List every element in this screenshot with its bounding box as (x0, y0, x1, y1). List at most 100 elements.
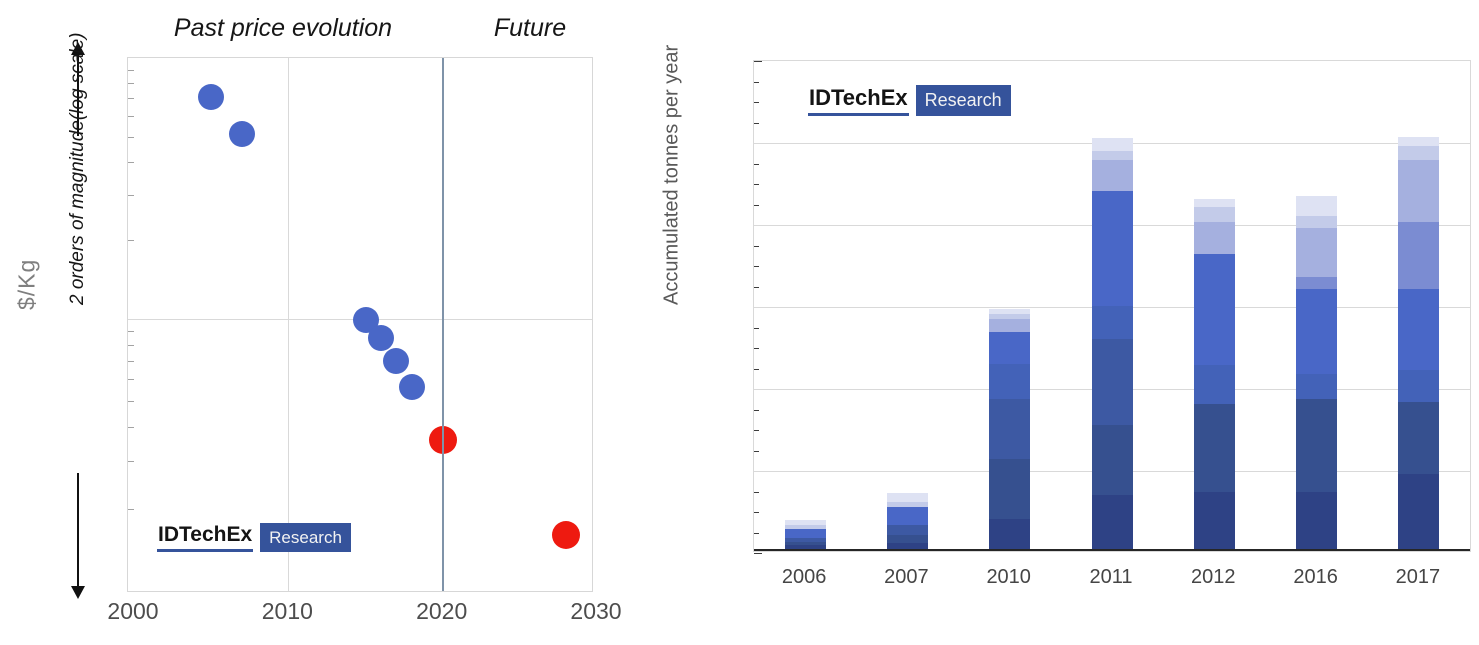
bar-segment (1398, 402, 1440, 475)
bar-segment (1193, 364, 1235, 404)
x-tick-label: 2016 (1293, 566, 1338, 588)
y-axis-minor-tick (128, 69, 134, 71)
bar-segment (1296, 228, 1338, 277)
scatter-plot-area: IDTechEx Research (127, 57, 593, 592)
y-axis-minor-tick (128, 98, 134, 100)
bar-segment (1091, 160, 1133, 191)
idtechex-logo: IDTechEx Research (808, 85, 1011, 116)
bar-segment (1193, 253, 1235, 365)
arrow-line-bottom (77, 473, 79, 586)
y-axis-minor-tick (754, 163, 759, 165)
bar-segment (1193, 198, 1235, 208)
x-tick-label: 2006 (781, 566, 827, 588)
bar-segment (1296, 398, 1338, 492)
bar-segment (784, 541, 826, 545)
y-axis-minor-tick (128, 161, 134, 163)
stacked-bar-2012 (1193, 198, 1235, 549)
bar-segment (886, 507, 928, 526)
bar-segment (886, 543, 928, 549)
past-price-dot (198, 83, 225, 110)
bar-segment (1091, 339, 1133, 426)
bar-segment (1091, 425, 1133, 495)
bar-segment (989, 363, 1031, 399)
bar-segment (989, 458, 1031, 519)
y-axis-minor-tick (128, 115, 134, 117)
past-price-dot (229, 121, 256, 148)
present-divider-line (442, 58, 444, 591)
y-axis-minor-tick (128, 83, 134, 85)
y-axis-minor-tick (128, 136, 134, 138)
y-axis-minor-tick (128, 361, 134, 363)
idtechex-brand-text: IDTechEx (157, 523, 254, 552)
bar-segment (1398, 146, 1440, 160)
idtechex-research-badge: Research (915, 85, 1011, 116)
y-axis-minor-tick (128, 379, 134, 381)
bar-plot-area: IDTechEx Research (753, 60, 1471, 554)
y-axis-minor-tick (754, 266, 759, 267)
bar-segment (784, 529, 826, 538)
y-axis-minor-tick (128, 240, 134, 242)
y-axis-minor-tick (128, 461, 134, 463)
y-axis-minor-tick (754, 286, 759, 288)
x-tick-label: 2000 (107, 598, 159, 624)
y-axis-major-tick (754, 61, 762, 62)
x-tick-label: 2012 (1191, 566, 1236, 588)
x-tick-label: 2007 (884, 566, 929, 588)
bar-segment (886, 502, 928, 508)
bar-segment (1296, 374, 1338, 399)
idtechex-brand-text: IDTechEx (808, 85, 909, 116)
arrow-line-top (77, 54, 79, 136)
x-tick-label: 2017 (1395, 566, 1441, 588)
stacked-bar-2016 (1296, 196, 1338, 549)
past-price-dot (398, 374, 425, 401)
y-axis-minor-tick (754, 245, 759, 247)
bar-segment (1193, 207, 1235, 222)
y-axis-minor-tick (754, 327, 759, 329)
x-tick-label: 2010 (986, 566, 1031, 588)
bar-segment (1398, 221, 1440, 290)
x-tick-label: 2011 (1089, 566, 1133, 588)
stacked-bar-2017 (1398, 136, 1440, 549)
bar-segment (1193, 403, 1235, 492)
arrow-down-icon (71, 586, 85, 599)
bar-segment (886, 535, 928, 544)
bar-segment (1296, 276, 1338, 290)
y-axis-minor-tick (754, 348, 759, 349)
stacked-bar-2010 (989, 308, 1031, 549)
bar-segment (886, 525, 928, 536)
bar-segment (1296, 289, 1338, 375)
y-axis-minor-tick (754, 204, 759, 206)
idtechex-logo: IDTechEx Research (157, 523, 351, 552)
y-axis-minor-tick (128, 345, 134, 347)
future-title: Future (493, 14, 567, 42)
bar-segment (1091, 150, 1133, 161)
y-axis-minor-tick (754, 512, 759, 513)
bar-segment (1193, 221, 1235, 254)
future-price-dot (552, 521, 581, 550)
bar-segment (1398, 136, 1440, 147)
bar-segment (989, 398, 1031, 459)
past-price-dot (383, 348, 410, 375)
y-axis-minor-tick (754, 450, 759, 452)
bar-segment (784, 544, 826, 549)
y-axis-minor-tick (754, 81, 759, 83)
y-axis-minor-tick (754, 491, 759, 493)
y-axis-minor-tick (128, 509, 134, 511)
bar-chart-baseline (754, 549, 1470, 551)
y-axis-minor-tick (754, 122, 759, 124)
bar-segment (1091, 494, 1133, 549)
bar-segment (784, 519, 826, 526)
bar-segment (989, 308, 1031, 314)
x-tick-label: 2020 (416, 598, 468, 624)
stacked-bar-2011 (1091, 137, 1133, 549)
arrow-up-icon (71, 42, 85, 55)
past-price-dot (367, 325, 394, 352)
bar-segment (1091, 137, 1133, 151)
bar-segment (1398, 474, 1440, 549)
bar-segment (1193, 491, 1235, 549)
y-axis-minor-tick (754, 532, 759, 534)
y-axis-minor-tick (754, 430, 759, 431)
bar-segment (1398, 370, 1440, 403)
bar-segment (1296, 216, 1338, 229)
